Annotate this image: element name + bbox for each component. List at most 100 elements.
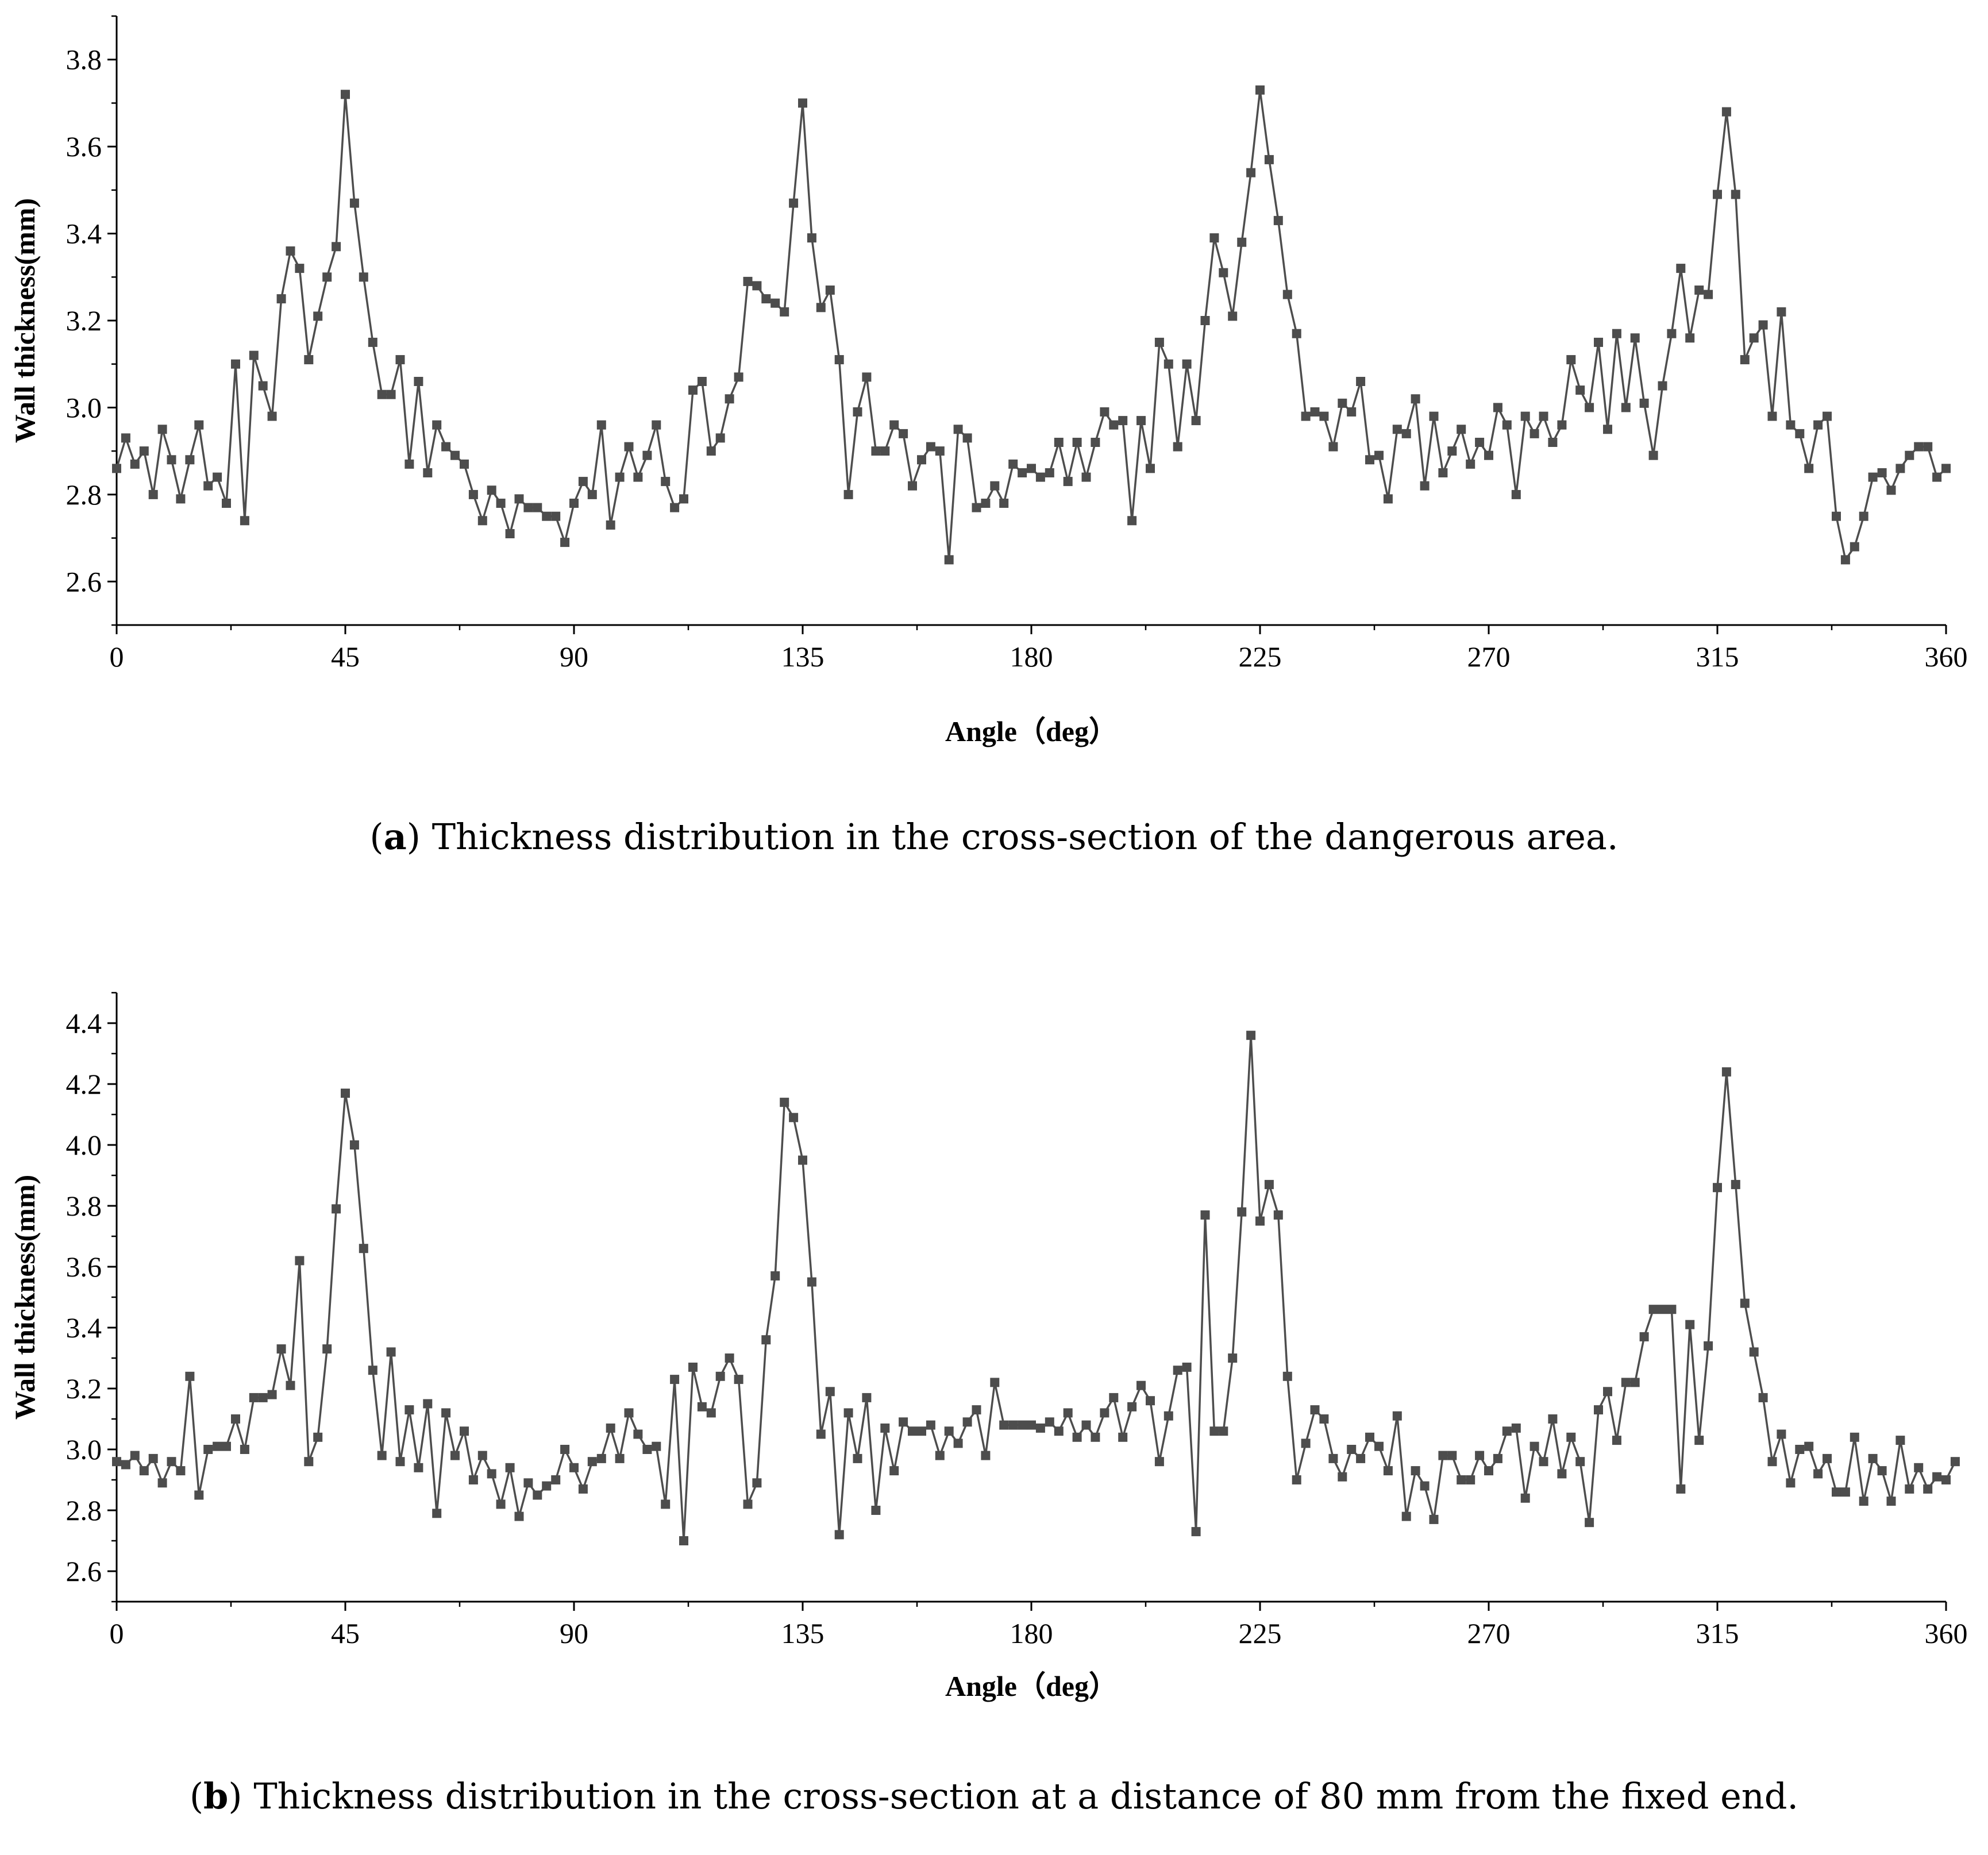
data-point	[1886, 1497, 1896, 1506]
data-point	[1639, 1332, 1649, 1341]
data-point	[1795, 429, 1805, 438]
x-tick-label: 225	[1239, 1617, 1282, 1649]
x-tick-label: 45	[331, 641, 360, 673]
data-point	[1877, 468, 1887, 477]
data-point	[798, 98, 807, 108]
data-point	[167, 455, 176, 465]
data-point	[1136, 416, 1146, 426]
data-point	[1877, 1466, 1887, 1476]
data-point	[899, 429, 908, 438]
data-point	[359, 272, 368, 282]
data-point	[1749, 333, 1759, 343]
data-point	[642, 1445, 652, 1454]
data-point	[1401, 1511, 1411, 1521]
data-point	[1411, 394, 1420, 404]
data-point	[286, 246, 295, 256]
data-point	[1539, 1457, 1548, 1467]
caption-a-text: Thickness distribution in the cross-sect…	[431, 816, 1619, 858]
data-point	[1018, 468, 1027, 477]
data-point	[1255, 85, 1265, 95]
data-point	[276, 294, 286, 304]
data-point	[1319, 411, 1329, 421]
caption-a-label: a	[383, 816, 407, 858]
data-point	[1045, 468, 1054, 477]
data-point	[423, 468, 433, 477]
y-tick-label: 3.2	[66, 1372, 102, 1405]
data-point	[880, 1423, 890, 1433]
data-point	[1301, 1439, 1311, 1448]
data-point	[395, 355, 405, 365]
data-point	[1786, 1478, 1796, 1488]
data-point	[505, 529, 515, 538]
data-point	[1840, 555, 1850, 565]
data-point	[468, 1475, 478, 1484]
data-point	[1182, 1362, 1192, 1372]
y-tick-label: 3.2	[66, 304, 102, 337]
data-point	[853, 1453, 862, 1463]
x-tick-label: 45	[331, 1617, 360, 1649]
data-point	[1777, 1429, 1786, 1439]
data-point	[1008, 459, 1018, 469]
data-point	[1154, 1457, 1164, 1467]
data-point	[313, 311, 323, 321]
data-point	[944, 1426, 954, 1436]
data-point	[185, 455, 195, 465]
data-point	[1914, 1463, 1924, 1472]
y-tick-label: 3.8	[66, 1190, 102, 1222]
data-point	[1246, 1031, 1256, 1040]
data-point	[578, 477, 588, 487]
data-point	[460, 459, 469, 469]
series-line-b	[116, 1034, 1956, 1542]
data-point	[1658, 381, 1667, 391]
data-point	[1420, 481, 1430, 491]
data-point	[1328, 1453, 1338, 1463]
data-point	[761, 1335, 771, 1345]
data-point	[770, 298, 780, 308]
data-point	[834, 355, 844, 365]
data-point	[1328, 442, 1338, 452]
data-point	[624, 442, 634, 452]
data-point	[1282, 1371, 1292, 1381]
data-point	[176, 1466, 186, 1476]
data-point	[1447, 446, 1457, 456]
data-point	[295, 264, 305, 273]
data-point	[1731, 190, 1740, 199]
chart-a: 0 45 90 135 180 225 270 315 360 2.6 2.8 3.0 3.2 3.4 3.…	[9, 15, 1968, 747]
data-point	[1209, 233, 1219, 243]
x-tick-label: 180	[1010, 641, 1053, 673]
data-point	[1731, 1179, 1740, 1189]
data-point	[990, 481, 1000, 491]
data-point	[1868, 1453, 1878, 1463]
data-point	[688, 385, 698, 395]
data-point	[1475, 1451, 1485, 1460]
x-tick-label: 90	[560, 641, 588, 673]
y-tick-label: 3.8	[66, 44, 102, 76]
data-point	[304, 355, 314, 365]
data-point	[1667, 329, 1677, 338]
y-tick-label: 4.4	[66, 1007, 102, 1039]
data-point	[889, 1466, 899, 1476]
x-tick-label: 90	[560, 1617, 588, 1649]
data-point	[1273, 1210, 1283, 1220]
data-point	[1566, 1432, 1576, 1442]
data-point	[194, 1490, 204, 1500]
data-point	[157, 1478, 167, 1488]
data-point	[1575, 1457, 1585, 1467]
data-point	[1054, 438, 1064, 447]
data-point	[249, 1393, 259, 1402]
data-point	[1045, 1417, 1054, 1427]
data-point	[1520, 411, 1530, 421]
data-point	[286, 1380, 295, 1390]
data-point	[368, 337, 377, 347]
data-point	[1356, 1453, 1366, 1463]
y-tick-label: 2.8	[66, 479, 102, 511]
data-point	[414, 377, 423, 386]
data-point	[780, 307, 789, 317]
data-point	[652, 1441, 661, 1451]
data-point	[1520, 1493, 1530, 1503]
data-point	[533, 503, 542, 512]
data-point	[1713, 1183, 1722, 1193]
data-point	[533, 1490, 542, 1500]
data-point	[1648, 1305, 1658, 1314]
data-point	[1594, 337, 1603, 347]
